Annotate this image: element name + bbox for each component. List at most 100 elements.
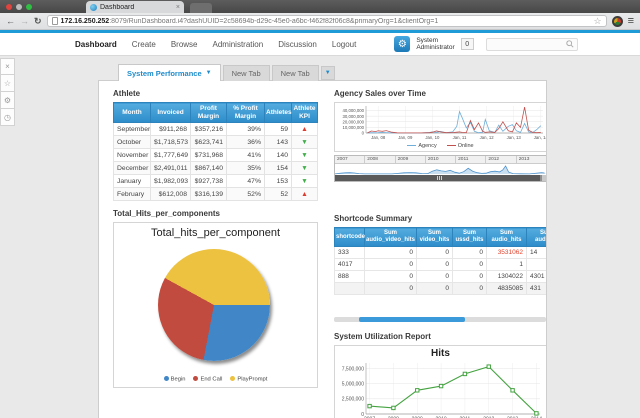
address-bar[interactable]: 172.16.250.252:8079/RunDashboard.i4?dash…: [47, 15, 607, 27]
table-row[interactable]: February$612,008$316,13952%52▲: [114, 188, 318, 201]
column-header[interactable]: Sum audio_video_hits: [365, 228, 417, 247]
cell: 0: [417, 247, 453, 259]
tab-new-tab-1[interactable]: New Tab: [223, 65, 270, 81]
column-header[interactable]: Sum ussd_hits: [453, 228, 487, 247]
cell: ▼: [292, 162, 318, 175]
back-button-icon[interactable]: ←: [6, 17, 15, 26]
column-header[interactable]: Profit Margin: [191, 103, 227, 123]
pie-legend-item-end-call[interactable]: End Call: [193, 376, 222, 383]
svg-text:30,000,000: 30,000,000: [342, 114, 364, 119]
utilization-chart-box[interactable]: Hits 2007200820092010201120122013201402,…: [334, 345, 547, 418]
tab-new-tab-2[interactable]: New Tab: [272, 65, 319, 81]
cell: 0: [453, 271, 487, 283]
cell: 47%: [227, 175, 265, 188]
cell: January: [114, 175, 151, 188]
nav-item-dashboard[interactable]: Dashboard: [75, 40, 117, 49]
timeline-year-label[interactable]: 2010: [425, 156, 455, 163]
column-header[interactable]: Month: [114, 103, 151, 123]
search-icon[interactable]: [566, 40, 574, 48]
nav-item-logout[interactable]: Logout: [332, 40, 356, 49]
svg-text:40,000,000: 40,000,000: [342, 108, 364, 113]
column-header[interactable]: Sum audio_hits: [487, 228, 527, 247]
table-row[interactable]: 333000353106214: [335, 247, 547, 259]
star-icon[interactable]: ☆: [0, 75, 15, 92]
table-row[interactable]: December$2,491,011$867,14035%154▼: [114, 162, 318, 175]
column-header[interactable]: shortcode: [335, 228, 365, 247]
horizontal-scrollbar-thumb[interactable]: [359, 317, 465, 322]
reload-button-icon[interactable]: ↻: [34, 17, 42, 26]
column-header[interactable]: Sum video_hits: [417, 228, 453, 247]
timeline-year-label[interactable]: 2007: [335, 156, 364, 163]
timeline-year-label[interactable]: 2009: [395, 156, 425, 163]
tab-overflow-button[interactable]: ▼: [321, 66, 335, 80]
timeline-scrollbar[interactable]: [335, 175, 546, 181]
nav-item-create[interactable]: Create: [132, 40, 156, 49]
column-header[interactable]: Athletes: [265, 103, 292, 123]
pie-chart[interactable]: [158, 249, 270, 361]
cell: $911,268: [151, 123, 191, 136]
window-minimize-button[interactable]: [16, 4, 22, 10]
timeline-scrollbar-thumb[interactable]: [335, 175, 540, 181]
cell: 0: [417, 283, 453, 295]
close-icon[interactable]: ×: [0, 58, 15, 75]
bookmark-star-icon[interactable]: ☆: [594, 17, 602, 26]
search-input[interactable]: [490, 41, 566, 48]
athlete-title: Athlete: [113, 89, 317, 98]
cell: 153: [265, 175, 292, 188]
search-box[interactable]: [486, 38, 578, 51]
timeline-year-label[interactable]: 2012: [485, 156, 515, 163]
system-utilization-widget: System Utilization Report Hits 200720082…: [334, 332, 547, 418]
column-header[interactable]: Sum audio_d: [527, 228, 547, 247]
legend-line-icon: [447, 145, 456, 146]
browser-tab[interactable]: Dashboard ×: [86, 1, 184, 13]
cell: September: [114, 123, 151, 136]
cell: 888: [335, 271, 365, 283]
table-row[interactable]: October$1,718,573$623,74136%143▼: [114, 136, 318, 149]
table-row[interactable]: 0004835085431: [335, 283, 547, 295]
history-clock-icon[interactable]: ◷: [0, 109, 15, 126]
window-close-button[interactable]: [6, 4, 12, 10]
table-row[interactable]: September$911,268$357,21639%59▲: [114, 123, 318, 136]
timeline-year-label[interactable]: 2013: [516, 156, 546, 163]
column-header[interactable]: Invoiced: [151, 103, 191, 123]
table-row[interactable]: 88800013040224301: [335, 271, 547, 283]
nav-item-administration[interactable]: Administration: [213, 40, 264, 49]
timeline-year-label[interactable]: 2008: [364, 156, 394, 163]
horizontal-scrollbar[interactable]: [334, 317, 546, 322]
pie-chart-box: Total_hits_per_component BeginEnd CallPl…: [113, 222, 318, 388]
browser-menu-icon[interactable]: ≡: [628, 16, 634, 27]
cell: February: [114, 188, 151, 201]
cell: 4301: [527, 271, 547, 283]
legend-item-online[interactable]: Online: [447, 143, 474, 149]
timeline-year-label[interactable]: 2011: [455, 156, 485, 163]
gear-icon[interactable]: ⚙: [0, 92, 15, 109]
table-row[interactable]: 40170001: [335, 259, 547, 271]
agency-sales-title: Agency Sales over Time: [334, 89, 547, 98]
column-header[interactable]: % Profit Margin: [227, 103, 265, 123]
pie-legend-item-playprompt[interactable]: PlayPrompt: [230, 376, 267, 383]
nav-item-browse[interactable]: Browse: [171, 40, 198, 49]
total-hits-title: Total_Hits_per_components: [113, 209, 318, 218]
agency-sales-chart[interactable]: Jan, 08Jan, 09Jan, 10Jan, 11Jan, 12Jan, …: [334, 102, 547, 152]
timeline-right-handle[interactable]: [542, 175, 546, 181]
cell: 333: [335, 247, 365, 259]
column-header[interactable]: Athlete KPI: [292, 103, 318, 123]
browser-extension-icon[interactable]: [612, 16, 623, 27]
cell: 0: [453, 247, 487, 259]
legend-item-agency[interactable]: Agency: [407, 143, 436, 149]
table-row[interactable]: January$1,982,093$927,73847%153▼: [114, 175, 318, 188]
pie-legend-item-begin[interactable]: Begin: [164, 376, 186, 383]
cell: 0: [417, 271, 453, 283]
kpi-up-arrow-icon: ▲: [301, 191, 308, 198]
tab-system-performance[interactable]: System Performance▼: [118, 64, 221, 81]
cell: [527, 259, 547, 271]
notification-counter[interactable]: 0: [461, 38, 474, 50]
cell: 0: [417, 259, 453, 271]
timeline-navigator[interactable]: 2007200820092010201120122013: [334, 155, 547, 182]
new-tab-button[interactable]: [190, 3, 212, 13]
forward-button-icon[interactable]: →: [20, 17, 29, 26]
tab-close-icon[interactable]: ×: [176, 4, 180, 11]
table-row[interactable]: November$1,777,649$731,96841%140▼: [114, 149, 318, 162]
window-zoom-button[interactable]: [26, 4, 32, 10]
nav-item-discussion[interactable]: Discussion: [278, 40, 317, 49]
